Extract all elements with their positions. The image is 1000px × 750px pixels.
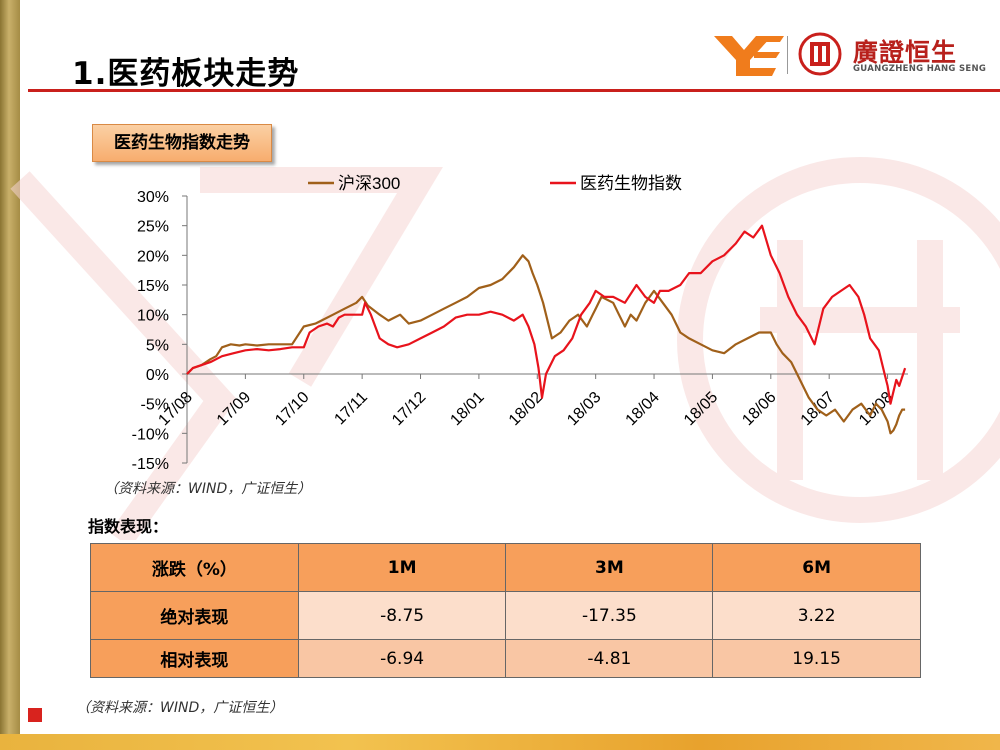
row-label-relative: 相对表现 bbox=[90, 639, 299, 678]
seal-logo-icon bbox=[798, 32, 842, 76]
chart-source-note: （资料来源：WIND，广证恒生） bbox=[104, 481, 312, 497]
table-source-note: （资料来源：WIND，广证恒生） bbox=[76, 700, 284, 716]
x-tick-label: 17/12 bbox=[389, 389, 429, 429]
series-line-hs300 bbox=[186, 254, 906, 435]
x-tick-label: 18/07 bbox=[798, 389, 838, 429]
table-header-cell: 6M bbox=[712, 543, 921, 592]
legend-label: 沪深300 bbox=[338, 174, 400, 193]
table-header-cell: 1M bbox=[297, 543, 507, 592]
table-header-cell: 涨跌（%） bbox=[90, 543, 299, 592]
y-tick-label: 0% bbox=[146, 367, 169, 384]
y-tick-label: 5% bbox=[146, 337, 169, 354]
legend-label: 医药生物指数 bbox=[580, 174, 682, 193]
background-watermark bbox=[10, 157, 1000, 540]
series-line-pharma bbox=[186, 224, 907, 405]
table-cell: -6.94 bbox=[297, 639, 507, 678]
x-tick-label: 18/05 bbox=[681, 389, 721, 429]
left-decor-band bbox=[0, 0, 20, 750]
y-tick-label: -5% bbox=[141, 397, 169, 414]
x-tick-label: 18/01 bbox=[447, 389, 487, 429]
performance-title: 指数表现： bbox=[88, 517, 169, 536]
x-tick-label: 17/09 bbox=[214, 389, 254, 429]
y-tick-label: -10% bbox=[132, 426, 169, 443]
x-tick-label: 18/03 bbox=[564, 389, 604, 429]
table-header-cell: 3M bbox=[505, 543, 714, 592]
y-tick-label: 15% bbox=[137, 278, 169, 295]
x-tick-label: 17/08 bbox=[155, 389, 195, 429]
table-cell: -17.35 bbox=[505, 591, 714, 640]
y-tick-label: 25% bbox=[137, 219, 169, 236]
title-divider bbox=[28, 89, 1000, 92]
x-tick-label: 17/10 bbox=[272, 389, 312, 429]
x-tick-label: 18/06 bbox=[739, 389, 779, 429]
table-row: 相对表现 -6.94 -4.81 19.15 bbox=[90, 639, 921, 678]
x-tick-label: 17/11 bbox=[331, 389, 371, 429]
table-row: 绝对表现 -8.75 -17.35 3.22 bbox=[90, 591, 921, 640]
y-tick-label: 20% bbox=[137, 248, 169, 265]
ye-logo-icon bbox=[714, 36, 784, 76]
y-tick-label: 10% bbox=[137, 308, 169, 325]
company-logo bbox=[714, 32, 842, 76]
page-title: 1.医药板块走势 bbox=[72, 56, 300, 92]
table-cell: -4.81 bbox=[505, 639, 714, 678]
brand-name-cn: 廣證恒生 bbox=[853, 38, 958, 67]
chart-header-box: 医药生物指数走势 bbox=[92, 124, 272, 162]
performance-table: 涨跌（%） 1M 3M 6M 绝对表现 -8.75 -17.35 3.22 相对… bbox=[90, 543, 921, 678]
brand-name-en: GUANGZHENG HANG SENG bbox=[853, 64, 987, 74]
x-tick-label: 18/04 bbox=[623, 389, 663, 429]
row-label-absolute: 绝对表现 bbox=[90, 591, 299, 640]
y-tick-label: -15% bbox=[132, 456, 169, 473]
table-cell: 3.22 bbox=[712, 591, 921, 640]
table-cell: -8.75 bbox=[297, 591, 507, 640]
logo-divider bbox=[787, 36, 788, 74]
bottom-decor-band bbox=[0, 734, 1000, 750]
y-tick-label: 30% bbox=[137, 189, 169, 206]
table-header-row: 涨跌（%） 1M 3M 6M bbox=[90, 543, 921, 592]
x-tick-label: 18/08 bbox=[856, 389, 896, 429]
x-tick-label: 18/02 bbox=[506, 389, 546, 429]
table-cell: 19.15 bbox=[712, 639, 921, 678]
corner-square-mark bbox=[28, 708, 42, 722]
